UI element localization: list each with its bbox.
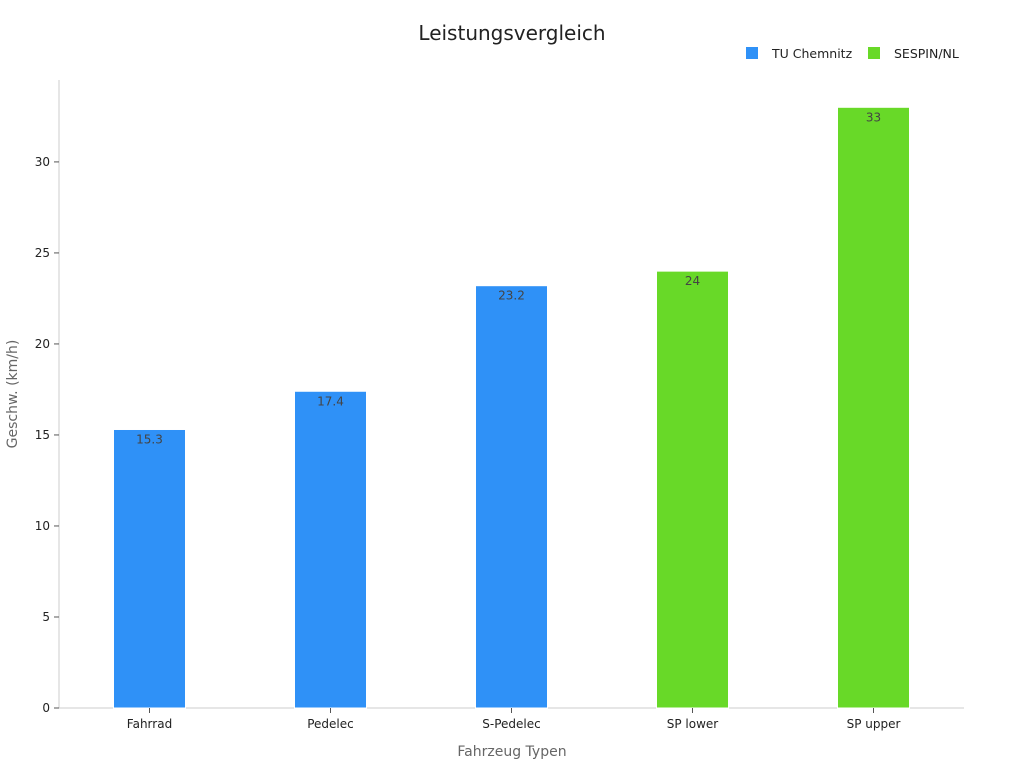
x-tick-label: Fahrrad — [127, 717, 172, 731]
y-tick-label: 0 — [42, 701, 50, 715]
bar — [475, 285, 548, 709]
y-tick-label: 25 — [35, 246, 50, 260]
legend-label: SESPIN/NL — [894, 46, 959, 61]
legend-swatch — [746, 47, 758, 59]
y-axis-ticks: 0 5 10 15 20 25 30 — [35, 155, 59, 715]
chart-title: Leistungsvergleich — [418, 21, 605, 45]
bar — [656, 270, 729, 709]
bar-value-label: 33 — [866, 110, 881, 124]
legend-label: TU Chemnitz — [771, 46, 853, 61]
x-tick-label: SP upper — [847, 717, 901, 731]
y-tick-label: 20 — [35, 337, 50, 351]
bar-value-label: 15.3 — [136, 432, 163, 446]
x-tick-label: S-Pedelec — [482, 717, 540, 731]
x-tick-label: Pedelec — [307, 717, 354, 731]
bar — [837, 106, 910, 709]
legend: TU Chemnitz SESPIN/NL — [746, 46, 959, 61]
y-tick-label: 10 — [35, 519, 50, 533]
bar-data-labels: 15.3 17.4 23.2 24 33 — [136, 110, 881, 446]
bar — [113, 428, 186, 709]
y-axis-title: Geschw. (km/h) — [5, 340, 21, 449]
y-tick-label: 30 — [35, 155, 50, 169]
bars — [113, 106, 910, 709]
x-axis-ticks: Fahrrad Pedelec S-Pedelec SP lower SP upper — [127, 708, 901, 731]
bar-value-label: 17.4 — [317, 394, 344, 408]
bar-value-label: 23.2 — [498, 289, 525, 303]
x-axis-title: Fahrzeug Typen — [457, 744, 566, 760]
bar-value-label: 24 — [685, 274, 700, 288]
x-tick-label: SP lower — [667, 717, 719, 731]
bar — [294, 390, 367, 709]
legend-swatch — [868, 47, 880, 59]
y-tick-label: 5 — [42, 610, 50, 624]
y-tick-label: 15 — [35, 428, 50, 442]
